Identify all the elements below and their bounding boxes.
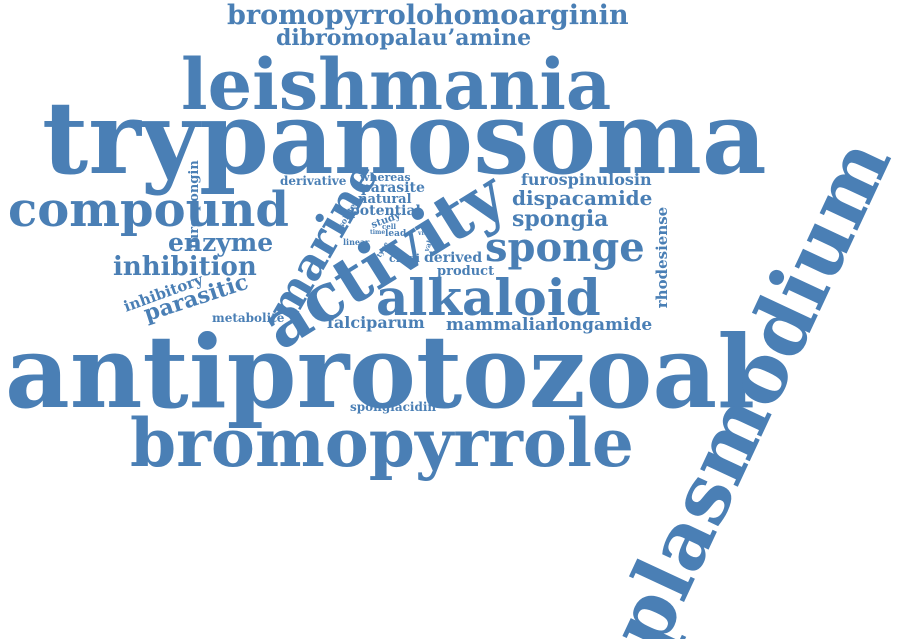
word-whereas: whereas [360,171,411,184]
word-cruzi: cruzi [389,252,420,265]
word-longamide: longamide [552,315,653,335]
word-product: product [437,264,495,279]
word-spongiacidin: spongiacidin [350,400,437,414]
word-derived: derived [424,250,483,266]
word-enzyme: enzyme [168,228,274,257]
word-rhodesiense: rhodesiense [653,206,672,309]
word-bromopyrrolohomoarginin: bromopyrrolohomoarginin [227,0,629,31]
word-time: time [370,229,386,236]
word-falciparum: falciparum [327,313,425,332]
word-trypanosoma: trypanosoma [42,79,767,197]
word-alkaloid: alkaloid [376,268,601,327]
word-derivative: derivative [280,174,347,188]
word-vitro: vitro [418,230,434,237]
word-inhibition: inhibition [113,252,257,282]
word-potential: potential [350,203,421,219]
word-spongia: spongia [512,206,609,232]
word-cell: cell [382,222,397,231]
word-parasite: parasite [361,180,425,196]
word-linear: linear [343,237,370,247]
word-metabolite: metabolite [212,311,285,325]
word-dispacamide: dispacamide [512,186,653,210]
word-bromopyrrole: bromopyrrole [130,404,634,482]
word-dibromopalauamine: dibromopalau’amine [276,25,532,51]
word-mammalian: mammalian [446,315,559,335]
word-lead: lead [385,229,407,239]
word-leishmania: leishmania [181,43,612,126]
word-furospinulosin: furospinulosin [521,170,652,189]
word-natural: natural [358,192,412,207]
word-sponge: sponge [485,224,645,271]
word-antiprotozoal: antiprotozoal [5,313,756,431]
word-compound: compound [8,182,289,238]
